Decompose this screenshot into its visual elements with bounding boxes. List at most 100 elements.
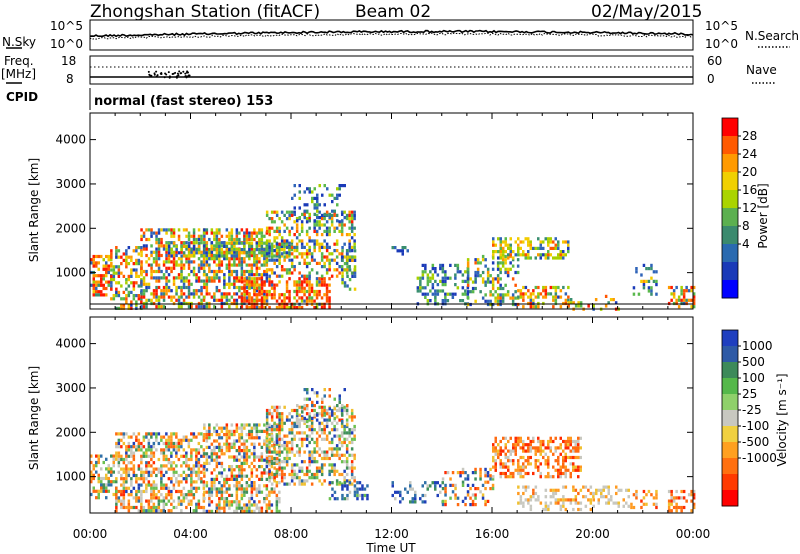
heatmap-cell xyxy=(258,257,261,261)
heatmap-cell xyxy=(562,485,565,489)
heatmap-cell xyxy=(190,250,193,254)
heatmap-cell xyxy=(572,507,575,512)
heatmap-cell xyxy=(542,289,545,293)
heatmap-cell xyxy=(203,231,206,235)
heatmap-cell xyxy=(313,440,316,445)
heatmap-cell xyxy=(250,490,254,494)
heatmap-cell xyxy=(343,388,346,392)
heatmap-cell xyxy=(499,240,502,244)
heatmap-cell xyxy=(233,474,236,478)
heatmap-cell xyxy=(562,498,565,502)
heatmap-cell xyxy=(507,243,510,247)
heatmap-cell xyxy=(258,500,261,504)
heatmap-cell xyxy=(275,428,279,432)
heatmap-cell xyxy=(130,505,133,510)
heatmap-cell xyxy=(90,480,93,484)
heatmap-cell xyxy=(223,509,226,513)
heatmap-cell xyxy=(350,415,354,419)
heatmap-cell xyxy=(243,248,246,252)
heatmap-cell xyxy=(333,397,336,401)
power-heatmap-cells xyxy=(90,184,696,311)
heatmap-cell xyxy=(117,255,121,259)
heatmap-cell xyxy=(323,431,326,435)
heatmap-cell xyxy=(115,489,118,494)
heatmap-cell xyxy=(205,289,209,293)
heatmap-cell xyxy=(358,493,362,498)
heatmap-cell xyxy=(122,258,126,262)
heatmap-cell xyxy=(230,257,234,261)
heatmap-cell xyxy=(192,467,196,471)
heatmap-cell xyxy=(321,400,324,404)
heatmap-cell xyxy=(95,460,98,465)
heatmap-cell xyxy=(303,437,306,441)
heatmap-cell xyxy=(345,447,349,451)
heatmap-cell xyxy=(547,459,550,463)
heatmap-cell xyxy=(145,461,148,465)
heatmap-cell xyxy=(130,451,133,455)
heatmap-cell xyxy=(358,481,362,485)
heatmap-cell xyxy=(320,472,324,477)
heatmap-cell xyxy=(353,274,357,278)
heatmap-cell xyxy=(195,279,198,283)
heatmap-cell xyxy=(218,254,221,258)
heatmap-cell xyxy=(328,497,332,501)
heatmap-cell xyxy=(265,477,269,481)
heatmap-cell xyxy=(451,292,455,296)
heatmap-cell xyxy=(572,498,575,502)
heatmap-cell xyxy=(650,263,653,267)
heatmap-cell xyxy=(187,244,191,248)
heatmap-cell xyxy=(213,276,216,280)
heatmap-cell xyxy=(491,286,495,291)
heatmap-cell xyxy=(157,250,161,254)
heatmap-cell xyxy=(600,491,603,496)
heatmap-cell xyxy=(218,433,221,437)
heatmap-cell xyxy=(182,454,186,458)
heatmap-cell xyxy=(130,274,133,278)
heatmap-cell xyxy=(162,263,166,267)
heatmap-cell xyxy=(330,252,334,256)
heatmap-cell xyxy=(243,474,246,478)
heatmap-cell xyxy=(225,500,229,504)
heatmap-cell xyxy=(539,256,542,260)
heatmap-cell xyxy=(449,477,452,481)
heatmap-cell xyxy=(135,271,138,275)
heatmap-cell xyxy=(195,461,198,465)
heatmap-cell xyxy=(567,446,570,450)
heatmap-cell xyxy=(532,439,535,444)
heatmap-cell xyxy=(557,455,560,460)
heatmap-cell xyxy=(499,446,502,450)
heatmap-cell xyxy=(507,449,510,453)
heatmap-cell xyxy=(182,486,186,490)
heatmap-cell xyxy=(542,439,545,444)
heatmap-cell xyxy=(127,454,131,458)
heatmap-cell xyxy=(579,468,582,472)
heatmap-cell xyxy=(441,503,445,507)
heatmap-cell xyxy=(225,241,229,245)
heatmap-cell xyxy=(293,476,296,480)
heatmap-cell xyxy=(293,283,296,287)
heatmap-cell xyxy=(215,493,219,497)
heatmap-cell xyxy=(238,248,241,252)
heatmap-cell xyxy=(285,280,289,284)
heatmap-cell xyxy=(203,433,206,437)
heatmap-cell xyxy=(303,274,306,278)
heatmap-cell xyxy=(197,241,201,245)
heatmap-cell xyxy=(152,289,156,293)
heatmap-cell xyxy=(285,415,289,419)
heatmap-cell xyxy=(152,432,156,436)
heatmap-cell xyxy=(348,278,352,282)
heatmap-cell xyxy=(564,471,567,476)
heatmap-cell xyxy=(253,426,256,430)
heatmap-cell xyxy=(135,268,138,272)
heatmap-cell xyxy=(635,267,638,271)
heatmap-cell xyxy=(228,468,231,472)
heatmap-cell xyxy=(238,295,241,299)
heatmap-cell xyxy=(125,489,128,494)
heatmap-cell xyxy=(325,412,329,416)
heatmap-cell xyxy=(260,299,264,303)
heatmap-cell xyxy=(328,193,331,197)
heatmap-cell xyxy=(320,255,324,259)
heatmap-cell xyxy=(567,246,570,250)
heatmap-cell xyxy=(97,476,100,481)
heatmap-cell xyxy=(172,266,176,270)
